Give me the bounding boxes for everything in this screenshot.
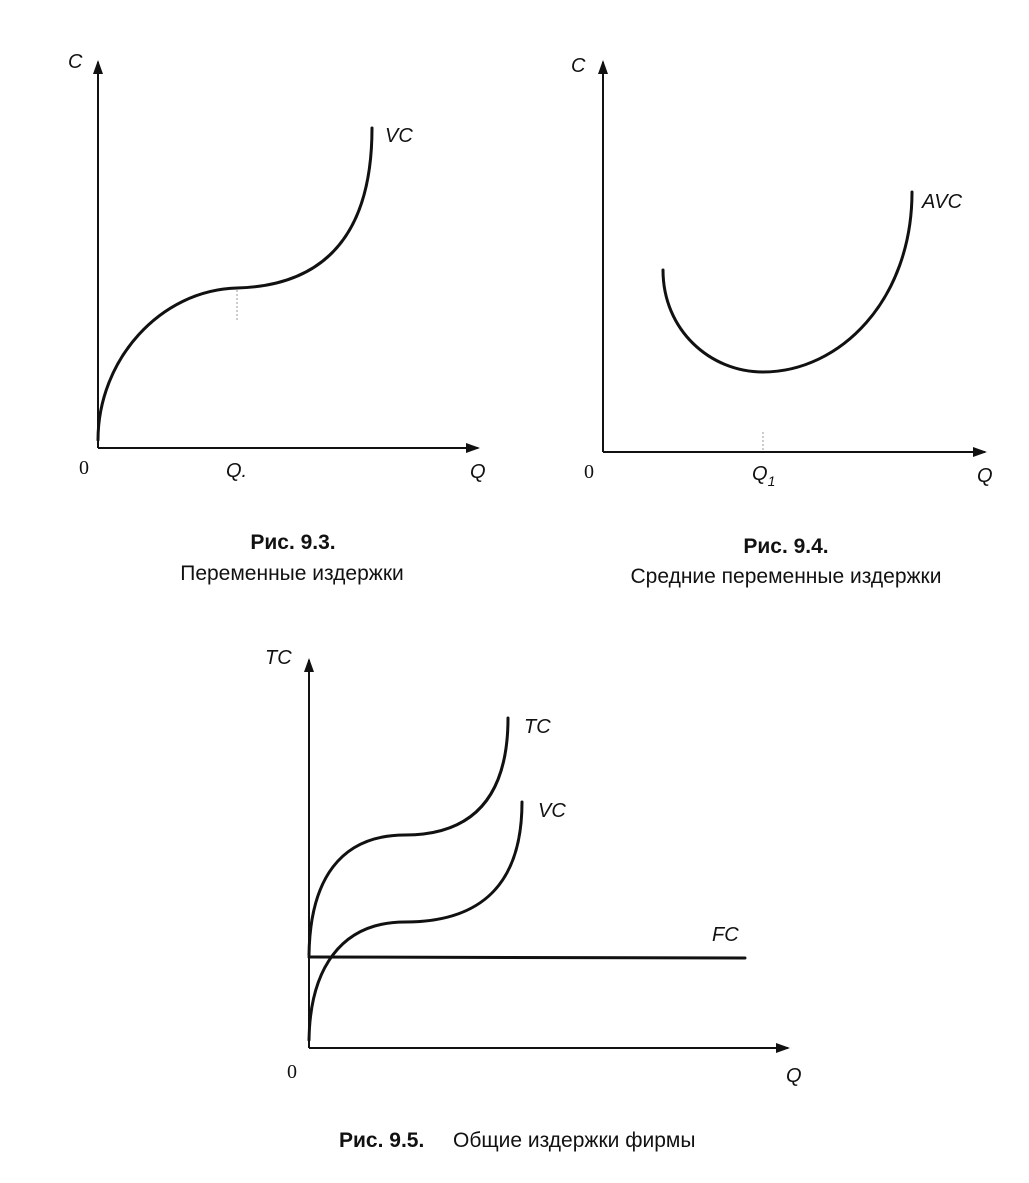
fig-9-5-y-axis-label: TC <box>265 647 292 669</box>
fig-9-4-caption-number: Рис. 9.4. <box>743 535 828 558</box>
figure-9-5: TC 0 Q TC VC FC Рис. 9.5. Общие издержки… <box>265 647 802 1152</box>
fig-9-4-avc-label: AVC <box>921 191 963 213</box>
figure-9-4: C 0 Q1 Q AVC Рис. 9.4. Средние переменны… <box>571 55 993 588</box>
fig-9-5-caption-number: Рис. 9.5. <box>339 1129 424 1152</box>
fig-9-4-caption-text: Средние переменные издержки <box>631 565 942 588</box>
fig-9-5-fc-line <box>307 955 747 960</box>
fig-9-3-vc-label: VC <box>385 125 413 147</box>
fig-9-5-tc-label: TC <box>524 716 551 738</box>
fig-9-4-avc-curve <box>661 190 914 374</box>
figure-9-3: C 0 Q. Q VC Рис. 9.3. Переменные издержк… <box>68 51 486 585</box>
fig-9-5-fc-label: FC <box>712 924 739 946</box>
fig-9-5-x-axis-label: Q <box>786 1065 802 1087</box>
fig-9-4-x-tick-label: Q1 <box>752 463 775 489</box>
fig-9-3-caption-number: Рис. 9.3. <box>250 531 335 554</box>
fig-9-3-x-tick-label: Q. <box>226 460 247 482</box>
fig-9-3-caption-text: Переменные издержки <box>180 562 404 585</box>
fig-9-3-y-axis-label: C <box>68 51 83 73</box>
fig-9-5-origin-label: 0 <box>287 1061 297 1083</box>
fig-9-4-y-axis-label: C <box>571 55 586 77</box>
fig-9-5-vc-label: VC <box>538 800 566 822</box>
fig-9-3-origin-label: 0 <box>79 457 89 479</box>
fig-9-5-caption-text: Общие издержки фирмы <box>453 1129 695 1152</box>
fig-9-4-origin-label: 0 <box>584 461 594 483</box>
fig-9-4-x-axis-label: Q <box>977 465 993 487</box>
fig-9-5-vc-curve <box>307 800 524 1042</box>
fig-9-3-vc-curve <box>96 126 374 442</box>
fig-9-5-tc-curve <box>307 716 510 957</box>
fig-9-3-x-axis-label: Q <box>470 461 486 483</box>
